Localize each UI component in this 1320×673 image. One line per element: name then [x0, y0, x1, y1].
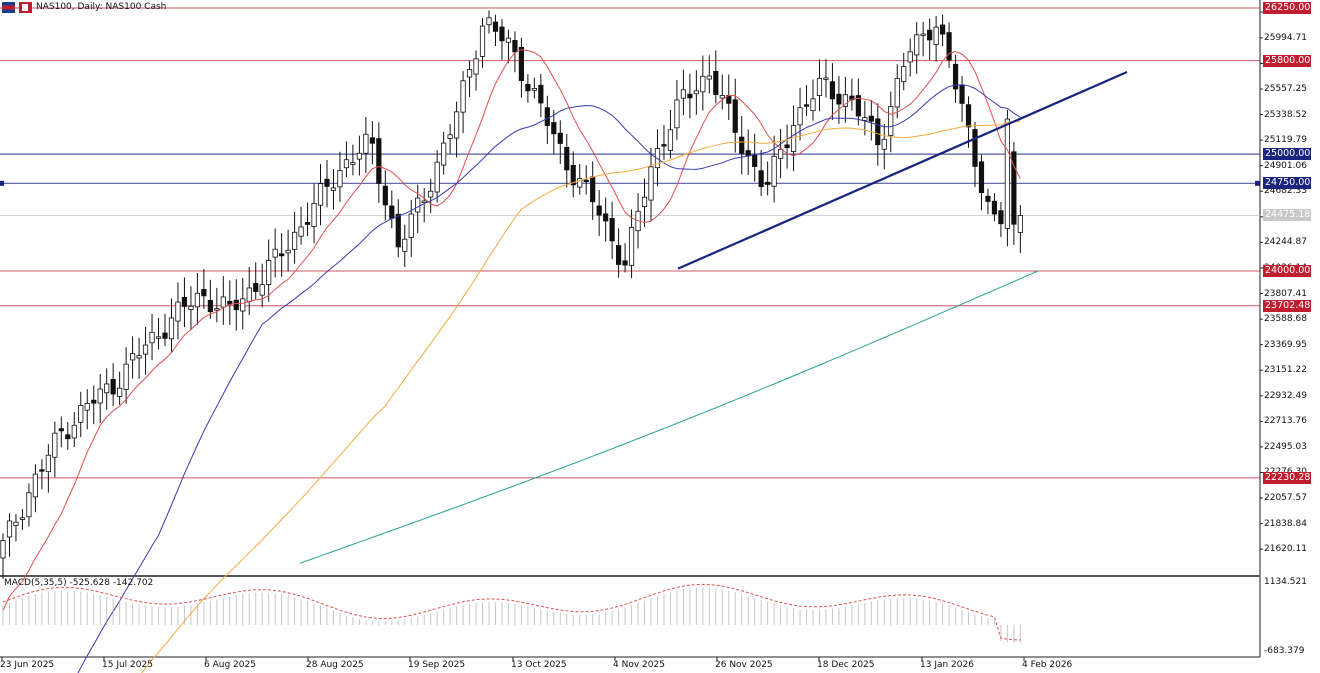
- macd-axis-bottom: -683.379: [1264, 646, 1305, 656]
- date-label: 26 Nov 2025: [715, 660, 773, 670]
- date-label: 18 Dec 2025: [817, 660, 875, 670]
- price-axis-label: 25338.52: [1264, 109, 1307, 120]
- date-label: 23 Jun 2025: [0, 660, 55, 670]
- date-label: 15 Jul 2025: [102, 660, 153, 670]
- price-axis-label: 23807.41: [1264, 288, 1307, 299]
- date-label: 28 Aug 2025: [306, 660, 364, 670]
- date-label: 4 Nov 2025: [613, 660, 665, 670]
- price-axis-label: 23151.22: [1264, 365, 1307, 376]
- price-axis-label: 22057.57: [1264, 493, 1307, 504]
- date-label: 4 Feb 2026: [1022, 660, 1073, 670]
- chart-header: NAS100, Daily: NAS100 Cash: [2, 0, 166, 14]
- price-axis-label: 24682.33: [1264, 186, 1307, 197]
- price-tag: 23702.48: [1263, 299, 1311, 312]
- date-label: 13 Oct 2025: [511, 660, 567, 670]
- price-tag: 22230.28: [1263, 471, 1311, 484]
- date-label: 13 Jan 2026: [920, 660, 974, 670]
- price-axis-label: 24901.06: [1264, 160, 1307, 171]
- price-tag: 26250.00: [1263, 2, 1311, 14]
- chart-type-icon[interactable]: [19, 1, 32, 13]
- macd-axis-top: 1134.521: [1264, 577, 1307, 587]
- date-label: 19 Sep 2025: [408, 660, 466, 670]
- price-axis-label: 25119.79: [1264, 135, 1307, 146]
- candles: [0, 10, 1023, 580]
- price-axis-label: 22495.03: [1264, 441, 1307, 452]
- price-tag: 24475.18: [1263, 209, 1311, 222]
- price-axis-label: 21838.84: [1264, 518, 1307, 529]
- price-axis-label: 23369.95: [1264, 339, 1307, 350]
- price-tag: 25800.00: [1263, 54, 1311, 67]
- date-label: 6 Aug 2025: [204, 660, 256, 670]
- price-tag: 24000.00: [1263, 265, 1311, 277]
- chart-bars-icon[interactable]: [2, 1, 15, 13]
- price-axis-label: 25994.71: [1264, 32, 1307, 43]
- price-tag: 24750.00: [1263, 177, 1311, 190]
- price-tag: 25000.00: [1263, 148, 1311, 161]
- price-axis-label: 22713.76: [1264, 416, 1307, 427]
- price-axis-label: 21620.11: [1264, 544, 1307, 555]
- price-axis-label: 23588.68: [1264, 314, 1307, 325]
- price-axis-label: 25557.25: [1264, 83, 1307, 94]
- chart-title: NAS100, Daily: NAS100 Cash: [36, 2, 167, 12]
- macd-title: MACD(5,35,5) -525.628 -142.702: [4, 578, 154, 588]
- price-axis-label: 22932.49: [1264, 390, 1307, 401]
- trendline: [677, 70, 1128, 270]
- price-axis-label: 24244.87: [1264, 237, 1307, 248]
